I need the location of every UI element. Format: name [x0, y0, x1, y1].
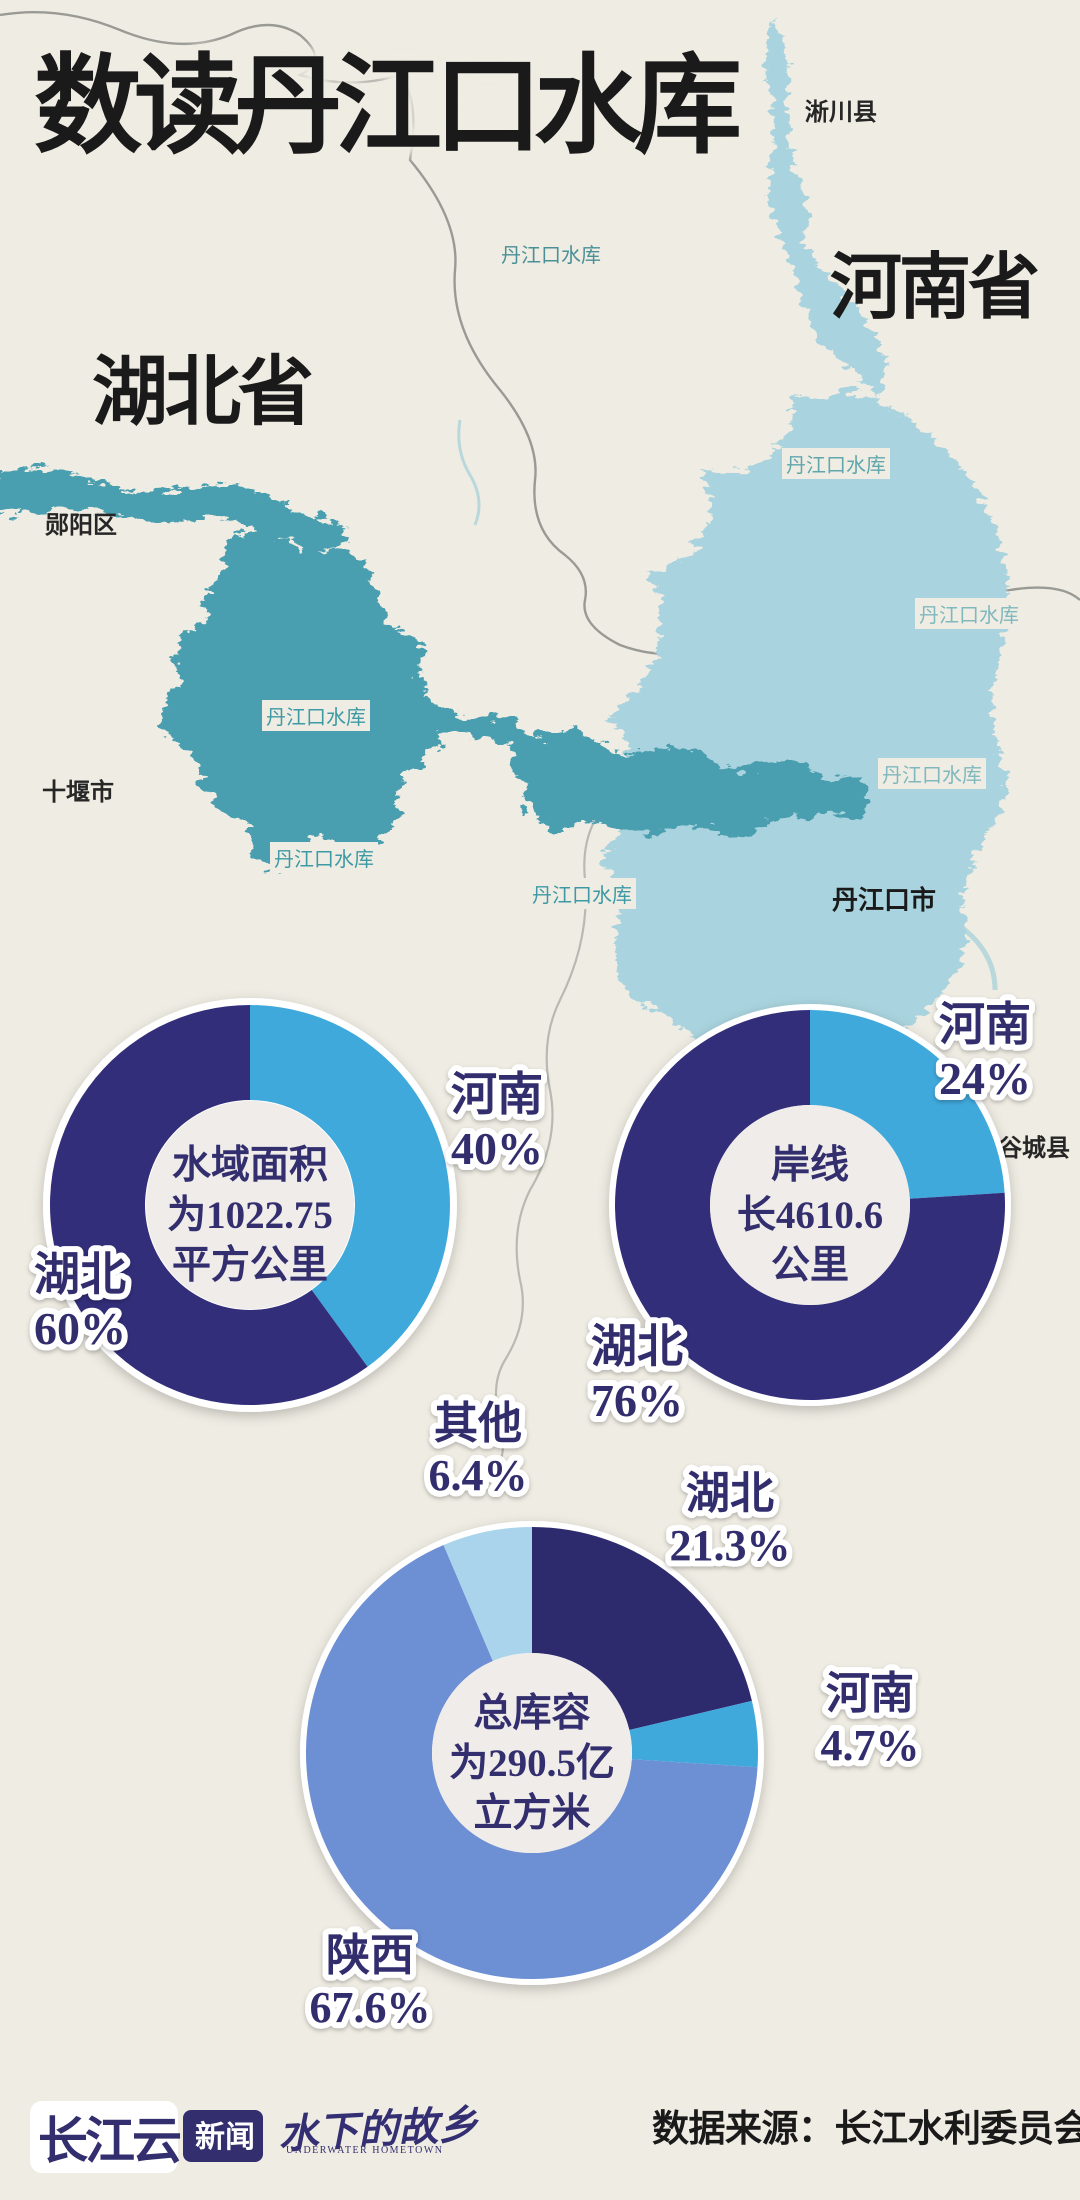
svg-text:40%: 40%	[451, 1123, 543, 1174]
svg-text:公里: 公里	[771, 1244, 849, 1287]
svg-text:总库容: 总库容	[473, 1692, 590, 1735]
svg-text:6.4%: 6.4%	[429, 1451, 528, 1500]
svg-text:立方米: 立方米	[473, 1792, 590, 1835]
svg-text:为290.5亿: 为290.5亿	[449, 1742, 615, 1785]
svg-text:河南: 河南	[939, 999, 1031, 1050]
svg-text:平方公里: 平方公里	[172, 1244, 328, 1287]
svg-text:21.3%: 21.3%	[670, 1521, 791, 1570]
svg-text:67.6%: 67.6%	[310, 1983, 431, 2032]
svg-text:陕西: 陕西	[326, 1931, 414, 1980]
svg-text:为1022.75: 为1022.75	[167, 1194, 333, 1237]
svg-text:湖北: 湖北	[686, 1469, 774, 1518]
svg-text:长4610.6: 长4610.6	[737, 1194, 883, 1237]
svg-text:岸线: 岸线	[771, 1144, 849, 1187]
svg-text:76%: 76%	[591, 1375, 683, 1426]
svg-text:水域面积: 水域面积	[172, 1144, 328, 1187]
svg-text:河南: 河南	[826, 1669, 914, 1718]
svg-text:河南: 河南	[451, 1069, 543, 1120]
svg-text:长江云: 长江云	[38, 2113, 181, 2169]
svg-text:4.7%: 4.7%	[821, 1721, 920, 1770]
svg-text:24%: 24%	[939, 1053, 1031, 1104]
svg-text:湖北: 湖北	[34, 1249, 126, 1300]
svg-text:新闻: 新闻	[195, 2121, 255, 2154]
svg-text:其他: 其他	[434, 1399, 522, 1448]
svg-text:湖北: 湖北	[591, 1321, 683, 1372]
svg-text:60%: 60%	[34, 1303, 126, 1354]
